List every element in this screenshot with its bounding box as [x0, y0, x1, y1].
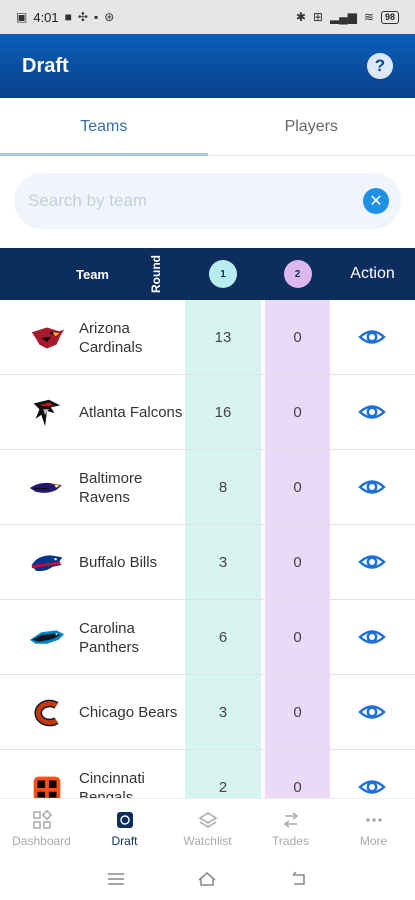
view-eye-icon[interactable] [358, 325, 386, 349]
tab-players[interactable]: Players [284, 117, 338, 135]
team-name: Buffalo Bills [79, 554, 158, 571]
teams-table: Arizona Cardinals 13 0 Atlanta Falcons 1… [0, 300, 415, 798]
nav-draft[interactable]: Draft [83, 799, 166, 858]
search-bar: ✕ [14, 173, 401, 229]
watchlist-icon [198, 811, 217, 828]
help-button[interactable]: ? [367, 53, 393, 79]
tab-bar: Teams Players [0, 98, 415, 156]
team-name: Baltimore Ravens [79, 469, 143, 506]
panthers-logo-icon [29, 630, 65, 644]
round-column-header: Round [149, 255, 163, 293]
system-navigation [0, 858, 415, 900]
nav-trades[interactable]: Trades [249, 799, 332, 858]
menu-icon[interactable] [105, 868, 127, 890]
round-2-count: 0 [293, 479, 302, 496]
notification-icon: ■ [64, 10, 72, 24]
round-2-column [265, 300, 330, 798]
app-notification-icon: ▪ [93, 10, 99, 24]
bengals-logo-icon [33, 776, 61, 798]
table-row[interactable]: Cincinnati Bengals 2 0 [0, 750, 415, 798]
nav-more[interactable]: More [332, 799, 415, 858]
round-2-count: 0 [293, 554, 302, 571]
team-column-header[interactable]: Team [76, 266, 109, 282]
team-name: Arizona Cardinals [79, 319, 143, 356]
battery-icon: 98 [380, 10, 399, 24]
dashboard-icon [32, 809, 52, 829]
view-eye-icon[interactable] [358, 400, 386, 424]
table-row[interactable]: Atlanta Falcons 16 0 [0, 375, 415, 450]
round-1-count: 16 [214, 404, 232, 421]
team-name: Carolina Panthers [79, 619, 140, 656]
team-name: Atlanta Falcons [79, 404, 183, 421]
table-header: Team Round 1 2 Action [0, 248, 415, 300]
table-row[interactable]: Carolina Panthers 6 0 [0, 600, 415, 675]
cardinals-logo-icon [31, 327, 65, 349]
table-row[interactable]: Chicago Bears 3 0 [0, 675, 415, 750]
settings-status-icon: ⊛ [104, 10, 115, 24]
round-1-count: 3 [218, 554, 228, 571]
table-row[interactable]: Buffalo Bills 3 0 [0, 525, 415, 600]
view-eye-icon[interactable] [358, 625, 386, 649]
usb-icon: ✣ [77, 10, 88, 24]
action-column-header: Action [350, 265, 395, 282]
round-1-count: 2 [218, 779, 228, 796]
signal-icon: ▂▄▆ [329, 10, 357, 24]
round-2-count: 0 [293, 779, 302, 796]
round-1-count: 3 [218, 704, 228, 721]
app-header: Draft ? [0, 34, 415, 98]
view-eye-icon[interactable] [358, 700, 386, 724]
team-name: Chicago Bears [79, 704, 178, 721]
wifi-icon: ≋ [363, 10, 374, 24]
status-bar: ▣ 4:01 ■ ✣ ▪ ⊛ ✱ ⊞ ▂▄▆ ≋ 98 [0, 0, 415, 34]
table-row[interactable]: Baltimore Ravens 8 0 [0, 450, 415, 525]
falcons-logo-icon [33, 399, 61, 427]
round-2-count: 0 [293, 329, 302, 346]
view-eye-icon[interactable] [358, 550, 386, 574]
bottom-navigation: Dashboard Draft Watchlist Trades More [0, 798, 415, 858]
nav-label: Dashboard [12, 833, 71, 848]
nav-watchlist[interactable]: Watchlist [166, 799, 249, 858]
tab-teams[interactable]: Teams [0, 98, 208, 156]
ravens-logo-icon [29, 482, 63, 493]
search-input[interactable] [28, 191, 363, 211]
back-icon[interactable] [288, 868, 310, 890]
round-1-count: 13 [214, 329, 232, 346]
round-2-count: 0 [293, 629, 302, 646]
page-title: Draft [22, 54, 69, 77]
round-1-column [185, 300, 261, 798]
vibrate-icon: ⊞ [312, 10, 323, 24]
round-1-count: 6 [218, 629, 228, 646]
team-name: Cincinnati Bengals [79, 769, 145, 799]
home-icon[interactable] [196, 868, 218, 890]
view-eye-icon[interactable] [358, 475, 386, 499]
more-icon [365, 817, 382, 822]
nav-label: Watchlist [183, 833, 232, 848]
status-time: 4:01 [33, 9, 59, 25]
view-eye-icon[interactable] [358, 775, 386, 798]
draft-icon [116, 811, 133, 828]
nav-label: Trades [272, 833, 309, 848]
table-row[interactable]: Arizona Cardinals 13 0 [0, 300, 415, 375]
clear-search-button[interactable]: ✕ [363, 188, 389, 214]
nav-dashboard[interactable]: Dashboard [0, 799, 83, 858]
round-2-count: 0 [293, 704, 302, 721]
round-1-badge: 1 [209, 260, 237, 288]
bills-logo-icon [31, 555, 63, 572]
trades-icon [283, 811, 298, 828]
bluetooth-icon: ✱ [295, 10, 306, 24]
nav-label: More [359, 833, 388, 848]
nav-label: Draft [111, 833, 138, 848]
sim-icon: ▣ [16, 10, 28, 24]
bears-logo-icon [34, 699, 59, 727]
round-1-count: 8 [218, 479, 228, 496]
round-2-badge: 2 [283, 260, 312, 288]
round-2-count: 0 [293, 404, 302, 421]
